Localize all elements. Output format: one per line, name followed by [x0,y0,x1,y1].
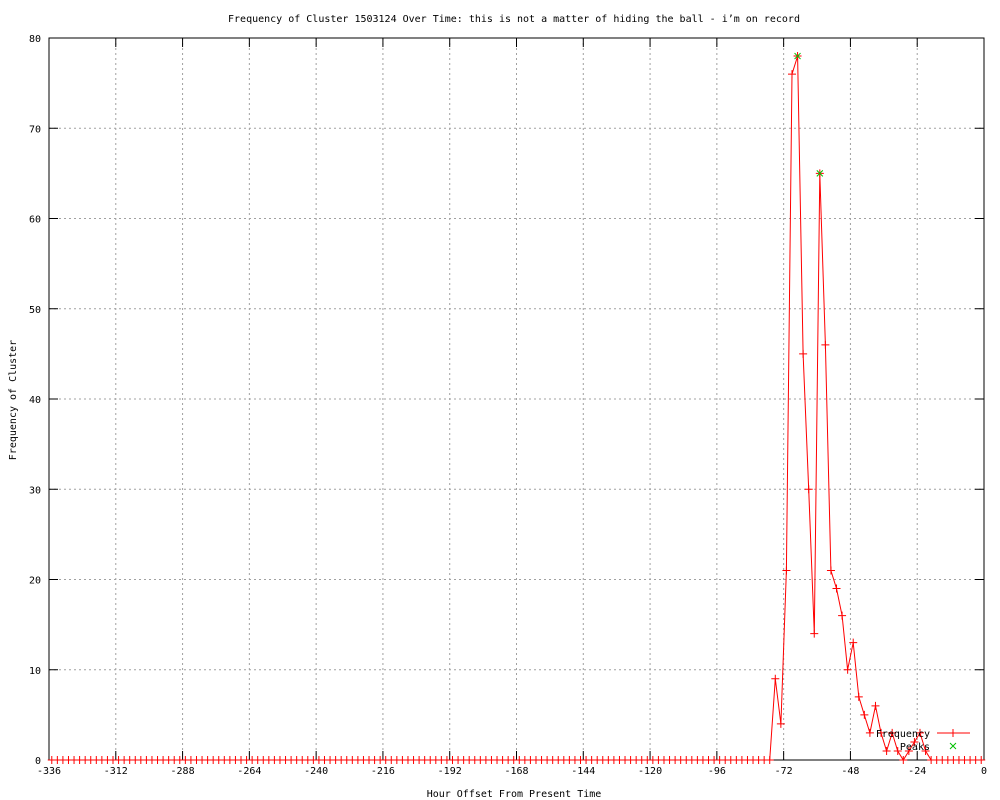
frequency-point [782,566,791,575]
x-axis-label: Hour Offset From Present Time [427,789,602,800]
legend-label-frequency: Frequency [876,729,930,740]
x-tick-label: -72 [775,766,793,777]
frequency-point [821,340,830,349]
series-peaks [794,52,824,177]
frequency-point [787,70,796,79]
frequency-point [865,728,874,737]
y-tick-label: 20 [29,576,41,587]
frequency-point [804,485,813,494]
x-tick-label: -144 [571,766,595,777]
frequency-point [810,629,819,638]
x-tick-label: -240 [304,766,328,777]
frequency-point [977,756,986,764]
frequency-point [904,746,913,755]
frequency-point [799,349,808,358]
legend: Frequency Peaks [876,729,970,753]
frequency-point [771,674,780,683]
y-axis-label: Frequency of Cluster [8,340,19,460]
frequency-point [843,665,852,674]
x-tick-label: -168 [504,766,528,777]
x-tick-label: 0 [981,766,987,777]
frequency-point [882,746,891,755]
x-tick-label: -96 [708,766,726,777]
y-tick-label: 40 [29,395,41,406]
frequency-point [826,566,835,575]
peak-point [816,170,824,177]
x-tick-label: -192 [438,766,462,777]
frequency-point [893,746,902,755]
y-tick-label: 70 [29,124,41,135]
frequency-point [854,692,863,701]
y-tick-label: 10 [29,666,41,677]
grid [49,38,984,760]
frequency-point [849,638,858,647]
frequency-point [765,756,774,764]
y-tick-label: 80 [29,34,41,45]
x-tick-label: -120 [638,766,662,777]
frequency-point [910,737,919,746]
x-tick-label: -288 [171,766,195,777]
series-layer [47,52,986,764]
frequency-point [877,728,886,737]
y-tick-label: 50 [29,305,41,316]
x-tick-label: -264 [237,766,261,777]
legend-label-peaks: Peaks [900,742,930,753]
x-tick-label: -48 [841,766,859,777]
series-frequency [47,52,986,764]
y-tick-label: 60 [29,215,41,226]
frequency-point [871,701,880,710]
frequency-point [838,611,847,620]
frequency-point [899,756,908,764]
peak-point [794,52,801,60]
x-tick-label: -312 [104,766,128,777]
frequency-point [921,746,930,755]
chart-title: Frequency of Cluster 1503124 Over Time: … [228,14,800,25]
x-tick-label: -216 [371,766,395,777]
axis-ticks: -336 -312 -288 -264 -240 -216 -192 -168 -144 -120… [29,34,987,777]
y-tick-label: 0 [35,756,41,767]
legend-marker-peaks [949,742,957,750]
x-tick-label: -336 [37,766,61,777]
legend-marker-frequency [949,729,957,737]
frequency-point [832,584,841,593]
y-tick-label: 30 [29,485,41,496]
frequency-point [888,728,897,737]
frequency-point [860,710,869,719]
frequency-point [915,728,924,737]
frequency-point [776,719,785,728]
x-tick-label: -24 [908,766,926,777]
